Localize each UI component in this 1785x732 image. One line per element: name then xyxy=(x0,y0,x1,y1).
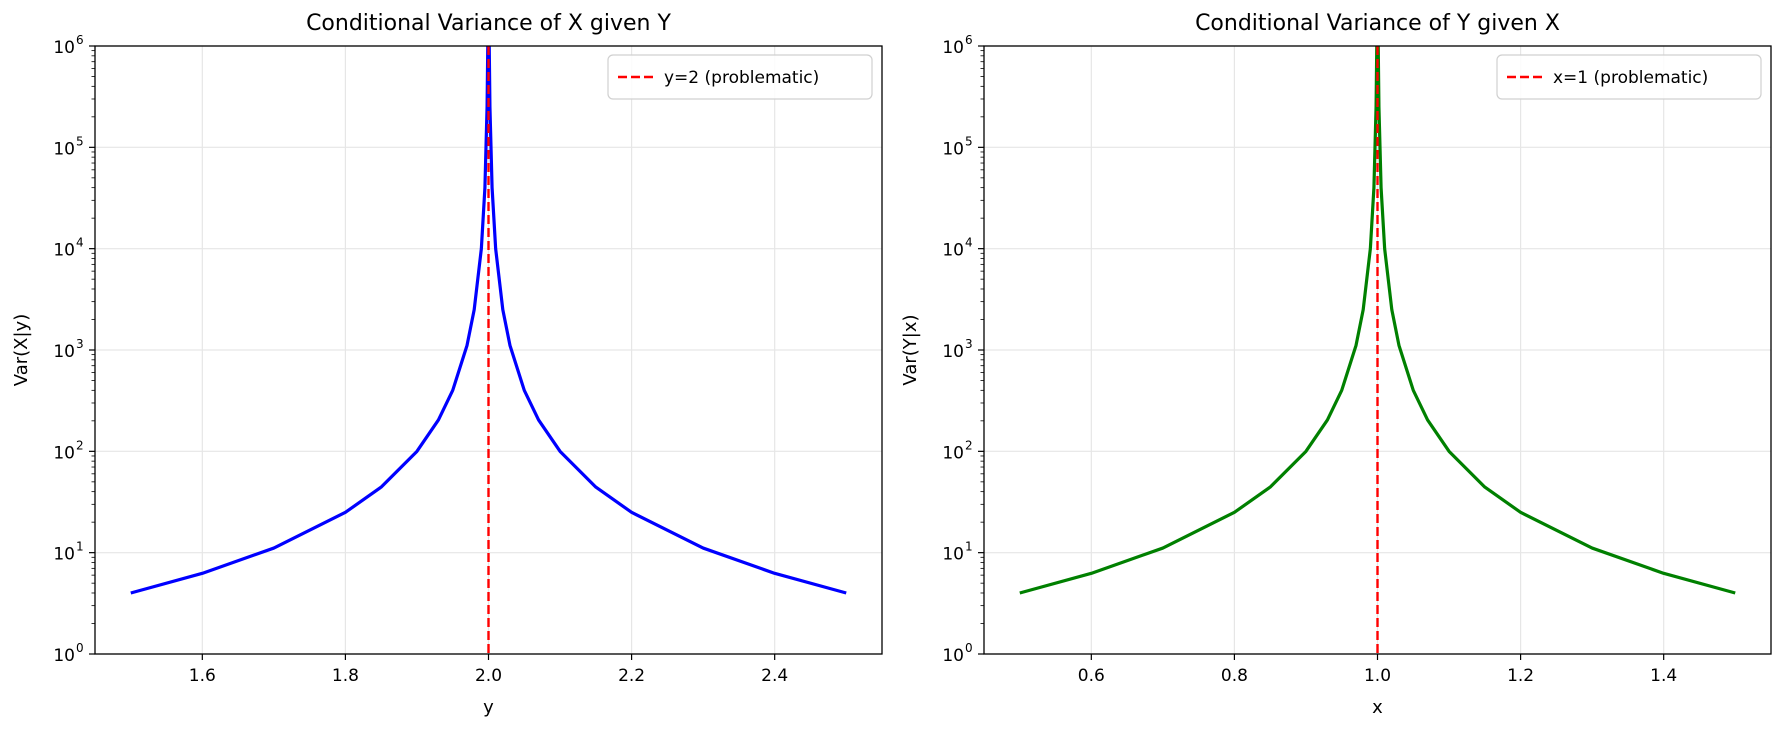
y-tick-label: 10 xyxy=(53,646,75,666)
y-tick-exponent: 3 xyxy=(965,337,973,351)
y-tick-exponent: 4 xyxy=(965,236,973,250)
chart-title: Conditional Variance of Y given X xyxy=(1195,11,1560,36)
y-tick-label: 10 xyxy=(53,342,75,362)
x-tick-label: 1.8 xyxy=(332,666,359,686)
legend-label: y=2 (problematic) xyxy=(664,68,819,88)
legend-box xyxy=(607,54,873,100)
y-tick-exponent: 0 xyxy=(76,641,84,655)
y-tick-exponent: 1 xyxy=(76,540,84,554)
series-line xyxy=(130,46,847,595)
x-tick-label: 0.6 xyxy=(1078,666,1105,686)
y-tick-label: 10 xyxy=(942,241,964,261)
y-tick-exponent: 3 xyxy=(76,337,84,351)
y-axis-label: Var(X|y) xyxy=(11,314,32,386)
y-tick-exponent: 1 xyxy=(965,540,973,554)
x-tick-label: 2.4 xyxy=(761,666,788,686)
y-tick-label: 10 xyxy=(53,443,75,463)
x-axis-label: x xyxy=(1372,697,1383,718)
y-tick-label: 10 xyxy=(53,139,75,159)
x-tick-label: 2.2 xyxy=(618,666,645,686)
x-tick-label: 1.0 xyxy=(1364,666,1391,686)
legend-box xyxy=(1496,54,1762,100)
y-tick-label: 10 xyxy=(942,646,964,666)
y-tick-exponent: 2 xyxy=(76,438,84,452)
y-tick-exponent: 4 xyxy=(76,236,84,250)
legend-label: x=1 (problematic) xyxy=(1553,68,1708,88)
y-tick-label: 10 xyxy=(53,241,75,261)
x-tick-label: 1.6 xyxy=(189,666,216,686)
y-tick-exponent: 5 xyxy=(965,134,973,148)
x-axis-label: y xyxy=(483,697,494,718)
x-tick-label: 1.2 xyxy=(1507,666,1534,686)
y-tick-exponent: 2 xyxy=(965,438,973,452)
x-tick-label: 1.4 xyxy=(1650,666,1677,686)
x-tick-label: 0.8 xyxy=(1221,666,1248,686)
y-tick-label: 10 xyxy=(942,38,964,58)
y-tick-exponent: 0 xyxy=(965,641,973,655)
y-tick-label: 10 xyxy=(942,443,964,463)
y-axis-label: Var(Y|x) xyxy=(900,314,921,385)
y-tick-label: 10 xyxy=(942,545,964,565)
y-tick-label: 10 xyxy=(53,38,75,58)
y-tick-exponent: 6 xyxy=(965,33,973,47)
x-tick-label: 2.0 xyxy=(475,666,502,686)
y-tick-label: 10 xyxy=(942,139,964,159)
chart-title: Conditional Variance of X given Y xyxy=(306,11,671,36)
y-tick-label: 10 xyxy=(942,342,964,362)
y-tick-exponent: 5 xyxy=(76,134,84,148)
y-tick-exponent: 6 xyxy=(76,33,84,47)
series-line xyxy=(1019,46,1736,595)
y-tick-label: 10 xyxy=(53,545,75,565)
